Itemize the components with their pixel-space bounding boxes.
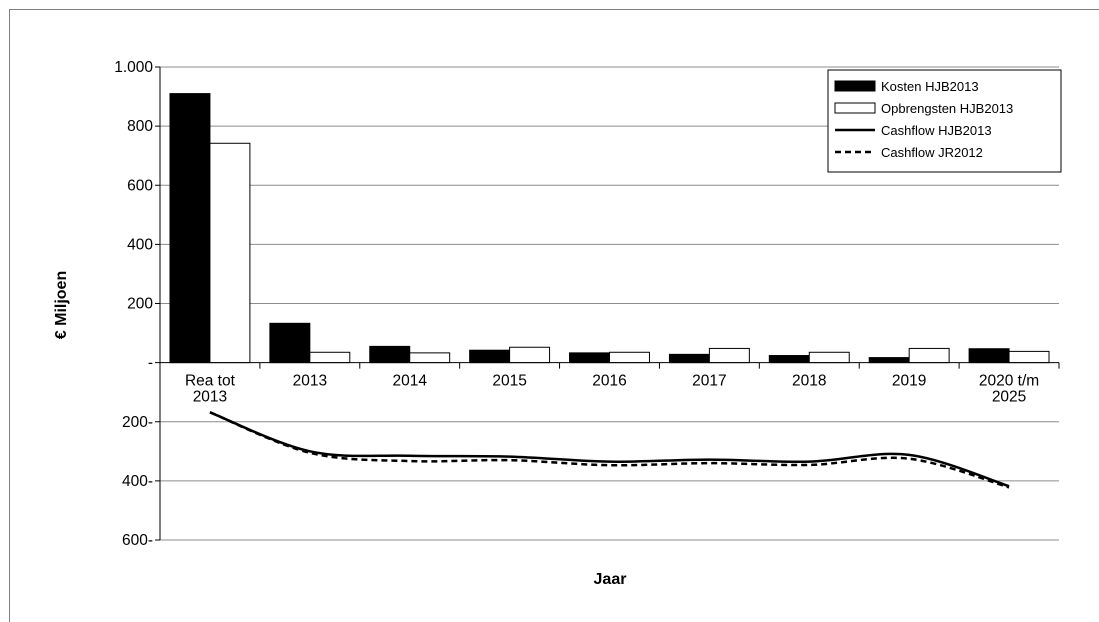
x-axis-title: Jaar xyxy=(594,571,627,588)
bar-opbrengsten xyxy=(609,351,650,364)
bar-kosten xyxy=(768,355,810,364)
legend: Kosten HJB2013 Opbrengsten HJB2013 Cashflo… xyxy=(827,69,1062,173)
legend-label: Cashflow HJB2013 xyxy=(881,123,992,138)
bar-kosten xyxy=(269,322,311,364)
legend-swatch xyxy=(834,80,876,92)
bar-opbrengsten xyxy=(409,352,451,364)
bars xyxy=(169,93,1050,364)
x-tick-label: 2025 xyxy=(992,389,1026,406)
y-tick-label: 400- xyxy=(122,473,153,490)
x-tick-label: 2018 xyxy=(792,373,826,390)
legend-label: Cashflow JR2012 xyxy=(881,145,983,160)
axes xyxy=(155,66,1060,541)
legend-label: Kosten HJB2013 xyxy=(881,79,979,94)
bar-opbrengsten xyxy=(209,142,251,364)
bar-kosten xyxy=(668,353,710,364)
y-tick-label: 600- xyxy=(122,532,153,549)
x-tick-label: Rea tot xyxy=(185,373,236,390)
bar-kosten xyxy=(868,357,910,364)
bar-kosten xyxy=(569,352,610,364)
bar-kosten xyxy=(469,349,511,364)
line-cashflow-hjb2013 xyxy=(209,411,1010,488)
y-axis-title: € Miljoen xyxy=(53,271,70,339)
gridlines xyxy=(160,66,1059,541)
y-tick-label: 400 xyxy=(127,236,153,253)
bar-opbrengsten xyxy=(908,347,950,364)
x-tick-label: 2013 xyxy=(293,373,327,390)
x-tick-label: 2015 xyxy=(492,373,526,390)
y-tick-label: 1.000 xyxy=(114,59,153,76)
bar-kosten xyxy=(169,93,211,364)
legend-swatch xyxy=(834,102,876,114)
bar-opbrengsten xyxy=(309,351,351,364)
bar-opbrengsten xyxy=(1008,350,1050,364)
x-tick-label: 2017 xyxy=(692,373,726,390)
chart-frame xyxy=(9,9,1099,622)
x-tick-label: 2014 xyxy=(392,373,427,390)
legend-label: Opbrengsten HJB2013 xyxy=(881,101,1013,116)
y-tick-label: 200 xyxy=(127,296,153,313)
y-tick-label: 600 xyxy=(127,177,153,194)
bar-kosten xyxy=(968,348,1010,364)
x-tick-label: 2013 xyxy=(193,389,227,406)
bar-kosten xyxy=(369,345,411,364)
bar-opbrengsten xyxy=(708,347,750,364)
y-tick-label: 800 xyxy=(127,118,153,135)
bar-opbrengsten xyxy=(808,351,850,364)
x-tick-label: 2019 xyxy=(892,373,926,390)
line-cashflow-jr2012 xyxy=(209,411,1010,489)
cashflow-lines xyxy=(209,411,1010,489)
y-tick-label: 200- xyxy=(122,414,153,431)
x-tick-label: 2016 xyxy=(592,373,626,390)
x-tick-label: 2020 t/m xyxy=(979,373,1039,390)
bar-opbrengsten xyxy=(509,346,551,364)
y-tick-label: - xyxy=(148,355,153,372)
